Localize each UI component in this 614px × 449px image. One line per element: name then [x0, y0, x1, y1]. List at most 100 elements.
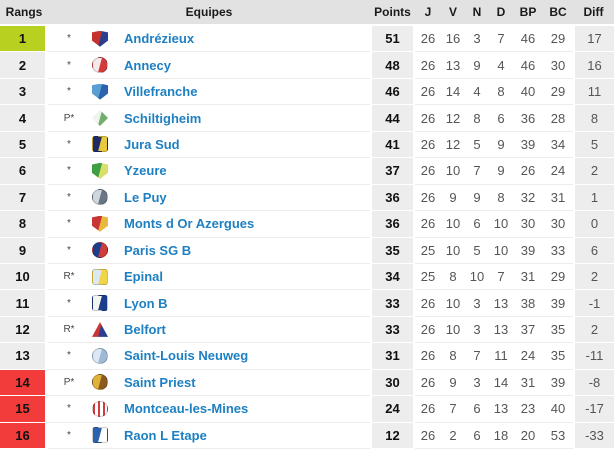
losses-cell: 9 [489, 131, 513, 159]
table-row: 16 * Raon L Etape 12 26 2 6 18 20 53 -33 [0, 422, 614, 449]
team-cell: Le Puy [115, 184, 370, 212]
diff-cell: -8 [573, 369, 614, 397]
table-row: 11 * Lyon B 33 26 10 3 13 38 39 -1 [0, 290, 614, 317]
club-logo-icon [92, 268, 108, 285]
team-link[interactable]: Schiltigheim [124, 110, 202, 126]
team-link[interactable]: Villefranche [124, 84, 198, 100]
diff-cell: 17 [573, 26, 614, 53]
goals-against-cell: 35 [543, 343, 573, 370]
losses-cell: 9 [489, 158, 513, 185]
marker-cell: * [48, 131, 90, 159]
marker-text: R* [63, 324, 75, 336]
club-logo-icon [92, 400, 108, 417]
rank-number: 7 [18, 189, 27, 205]
losses-cell: 14 [489, 369, 513, 397]
goals-for-cell: 39 [513, 131, 543, 159]
played-cell: 26 [415, 343, 441, 370]
wins-cell: 12 [441, 105, 465, 132]
losses-cell: 8 [489, 78, 513, 106]
diff-cell: 2 [573, 158, 614, 185]
losses-cell: 10 [489, 211, 513, 238]
rank-number: 2 [18, 57, 27, 73]
draws-cell: 5 [465, 131, 489, 159]
club-logo-icon [92, 30, 108, 47]
rank-number: 1 [18, 31, 27, 47]
played-cell: 26 [415, 316, 441, 344]
header-goals-for: BP [513, 0, 543, 26]
goals-against-cell: 31 [543, 184, 573, 212]
rank-cell: 3 [0, 78, 48, 106]
team-link[interactable]: Paris SG B [124, 242, 192, 258]
goals-for-cell: 30 [513, 211, 543, 238]
team-link[interactable]: Lyon B [124, 295, 168, 311]
rank-cell: 4 [0, 105, 48, 132]
rank-cell: 1 [0, 26, 48, 53]
team-link[interactable]: Montceau-les-Mines [124, 401, 249, 417]
logo-column-cell [90, 52, 115, 79]
losses-cell: 7 [489, 26, 513, 53]
draws-cell: 3 [465, 369, 489, 397]
diff-cell: 0 [573, 211, 614, 238]
goals-for-cell: 23 [513, 396, 543, 423]
club-logo-icon [92, 427, 108, 444]
rank-cell: 2 [0, 52, 48, 79]
team-link[interactable]: Saint-Louis Neuweg [124, 348, 249, 364]
marker-cell: * [48, 343, 90, 370]
team-link[interactable]: Saint Priest [124, 374, 196, 390]
losses-cell: 10 [489, 237, 513, 264]
team-cell: Montceau-les-Mines [115, 396, 370, 423]
table-body: 1 * Andrézieux 51 26 16 3 7 46 29 17 2 [0, 26, 614, 449]
points-cell: 24 [370, 396, 415, 423]
team-cell: Epinal [115, 263, 370, 291]
points-cell: 36 [370, 211, 415, 238]
goals-against-cell: 40 [543, 396, 573, 423]
logo-column-cell [90, 158, 115, 185]
draws-cell: 4 [465, 78, 489, 106]
team-link[interactable]: Belfort [124, 322, 166, 338]
points-cell: 35 [370, 237, 415, 264]
played-cell: 25 [415, 237, 441, 264]
points-cell: 36 [370, 184, 415, 212]
team-cell: Belfort [115, 316, 370, 344]
diff-cell: 6 [573, 237, 614, 264]
header-played: J [415, 0, 441, 26]
goals-for-cell: 36 [513, 105, 543, 132]
diff-cell: -17 [573, 396, 614, 423]
goals-against-cell: 30 [543, 211, 573, 238]
diff-cell: -1 [573, 290, 614, 317]
club-logo-icon [92, 57, 108, 74]
club-logo-icon [92, 136, 108, 153]
marker-text: R* [63, 271, 75, 283]
marker-cell: * [48, 184, 90, 212]
team-cell: Schiltigheim [115, 105, 370, 132]
rank-cell: 11 [0, 290, 48, 317]
team-link[interactable]: Yzeure [124, 163, 167, 179]
wins-cell: 8 [441, 263, 465, 291]
played-cell: 25 [415, 263, 441, 291]
table-row: 13 * Saint-Louis Neuweg 31 26 8 7 11 24 … [0, 343, 614, 370]
team-link[interactable]: Annecy [124, 57, 171, 73]
table-row: 9 * Paris SG B 35 25 10 5 10 39 33 6 [0, 237, 614, 264]
team-link[interactable]: Raon L Etape [124, 427, 207, 443]
goals-for-cell: 39 [513, 237, 543, 264]
goals-against-cell: 29 [543, 78, 573, 106]
wins-cell: 12 [441, 131, 465, 159]
team-link[interactable]: Jura Sud [124, 136, 180, 152]
team-link[interactable]: Le Puy [124, 189, 167, 205]
club-logo-icon [92, 83, 108, 100]
played-cell: 26 [415, 184, 441, 212]
header-draws: N [465, 0, 489, 26]
rank-number: 14 [15, 374, 30, 390]
points-cell: 44 [370, 105, 415, 132]
team-link[interactable]: Epinal [124, 269, 164, 285]
team-link[interactable]: Andrézieux [124, 31, 195, 47]
rank-cell: 7 [0, 184, 48, 212]
team-link[interactable]: Monts d Or Azergues [124, 216, 255, 232]
draws-cell: 3 [465, 26, 489, 53]
points-cell: 46 [370, 78, 415, 106]
logo-column-cell [90, 396, 115, 423]
draws-cell: 6 [465, 422, 489, 449]
header-rank: Rangs [0, 0, 48, 26]
wins-cell: 13 [441, 52, 465, 79]
rank-cell: 5 [0, 131, 48, 159]
